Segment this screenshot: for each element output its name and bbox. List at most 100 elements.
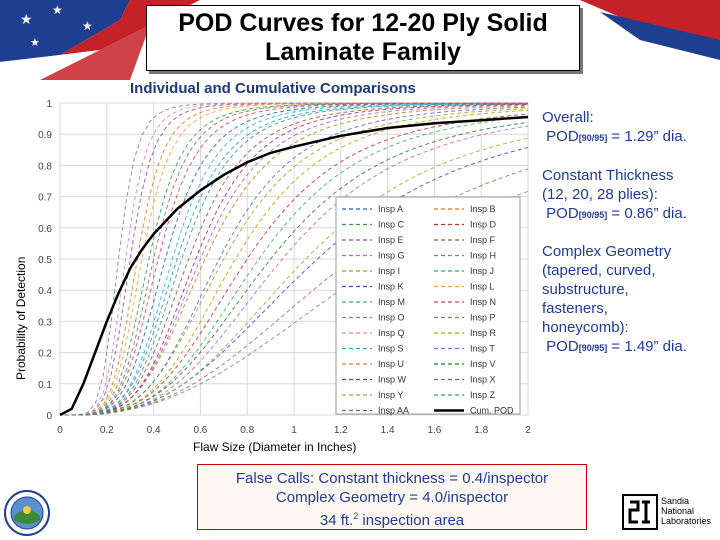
y-tick-label: 0.3	[38, 317, 52, 328]
x-tick-label: 0.2	[100, 425, 114, 436]
legend-box	[335, 196, 521, 415]
series-line-insp-t	[64, 190, 529, 416]
y-tick-label: 0.2	[38, 349, 52, 360]
sandia-logo	[622, 494, 658, 530]
subtitle: Individual and Cumulative Comparisons	[130, 80, 416, 97]
legend-label: Insp P	[470, 313, 496, 323]
legend-label: Insp I	[378, 266, 400, 276]
y-tick-label: 0.4	[38, 286, 52, 297]
complex-line-3: substructure,	[542, 281, 629, 298]
constant-line-2: (12, 20, 28 plies):	[542, 186, 658, 203]
false-calls-line-3: 34 ft.2 inspection area	[319, 511, 465, 529]
x-tick-label: 2	[525, 425, 531, 436]
series-line-insp-y	[64, 137, 529, 416]
legend-label: Insp Z	[470, 390, 496, 400]
x-tick-label: 1	[291, 425, 297, 436]
y-tick-label: 0.7	[38, 193, 52, 204]
overall-pod: POD[90/95] = 1.29” dia.	[546, 128, 687, 145]
complex-line-5: honeycomb):	[542, 319, 629, 336]
series-line-insp-s	[64, 102, 529, 416]
y-tick-label: 0.1	[38, 380, 52, 391]
series	[59, 102, 529, 417]
series-line-insp-i	[64, 108, 529, 416]
svg-text:★: ★	[52, 3, 63, 17]
x-tick-label: 1.4	[381, 425, 395, 436]
complex-line-1: Complex Geometry	[542, 243, 672, 260]
x-ticks: 0 0.2 0.4 0.6 0.8 1 1.2 1.4 1.6 1.8 2	[57, 425, 531, 436]
complex-line-4: fasteners,	[542, 300, 608, 317]
x-tick-label: 1.8	[474, 425, 488, 436]
legend-label: Insp AA	[378, 406, 409, 416]
x-tick-label: 0.8	[240, 425, 254, 436]
series-line-cum-pod	[59, 115, 529, 417]
legend-label: Insp O	[378, 313, 405, 323]
title-line-1: POD Curves for 12-20 Ply Solid	[178, 9, 548, 37]
complex-geometry-annotation: Complex Geometry (tapered, curved, subst…	[542, 242, 687, 358]
false-calls-line-1: False Calls: Constant thickness = 0.4/in…	[235, 470, 549, 487]
legend-label: Insp C	[378, 220, 405, 230]
legend-label: Insp R	[470, 328, 497, 338]
series-line-insp-o	[64, 104, 529, 416]
pod-chart: 0 0.1 0.2 0.3 0.4 0.5 0.6 0.7 0.8 0.9 1 0 0.2 0.4 0.6…	[38, 99, 531, 436]
series-line-insp-c	[64, 102, 528, 416]
svg-text:★: ★	[20, 12, 33, 28]
title-line-2: Laminate Family	[265, 38, 461, 66]
y-tick-label: 0	[46, 411, 52, 422]
legend-label: Insp J	[470, 266, 494, 276]
legend-label: Insp Q	[378, 328, 405, 338]
legend-label: Insp M	[378, 297, 405, 307]
legend-label: Insp Y	[378, 390, 403, 400]
constant-thickness-annotation: Constant Thickness (12, 20, 28 plies): P…	[542, 166, 687, 225]
series-line-insp-d	[64, 113, 529, 416]
false-calls-box: False Calls: Constant thickness = 0.4/in…	[197, 464, 587, 530]
series-line-insp-w	[64, 103, 529, 416]
y-ticks: 0 0.1 0.2 0.3 0.4 0.5 0.6 0.7 0.8 0.9 1	[38, 99, 52, 422]
legend-label: Insp L	[470, 282, 495, 292]
legend-label: Insp G	[378, 251, 405, 261]
complex-pod: POD[90/95] = 1.49” dia.	[546, 338, 687, 355]
legend: Insp A Insp B Insp C Insp D Insp E Insp F Insp…	[335, 196, 521, 416]
legend-label: Insp E	[378, 235, 404, 245]
y-tick-label: 0.8	[38, 161, 52, 172]
legend-label: Insp W	[378, 375, 407, 385]
y-tick-label: 0.6	[38, 224, 52, 235]
x-tick-label: 1.6	[427, 425, 441, 436]
y-tick-label: 0.5	[38, 255, 52, 266]
y-tick-label: 1	[46, 99, 52, 110]
legend-label: Insp U	[378, 359, 404, 369]
series-line-insp-r	[64, 109, 529, 416]
series-line-insp-v	[64, 121, 529, 416]
series-line-insp-z	[64, 103, 529, 416]
legend-label: Insp S	[378, 344, 404, 354]
series-line-insp-q	[64, 102, 528, 416]
constant-pod: POD[90/95] = 0.86” dia.	[546, 205, 687, 222]
legend-label: Insp V	[470, 359, 496, 369]
legend-label: Insp X	[470, 375, 496, 385]
x-tick-label: 0.6	[193, 425, 207, 436]
legend-label: Cum. POD	[470, 406, 514, 416]
series-line-insp-k	[64, 147, 529, 416]
y-tick-label: 0.9	[38, 130, 52, 141]
legend-label: Insp D	[470, 220, 497, 230]
legend-label: Insp N	[470, 297, 496, 307]
legend-label: Insp B	[470, 204, 496, 214]
x-tick-label: 0	[57, 425, 63, 436]
y-axis-label: Probability of Detection	[14, 256, 28, 380]
legend-label: Insp T	[470, 344, 495, 354]
series-line-insp-j	[64, 103, 529, 416]
svg-text:★: ★	[30, 36, 40, 49]
x-tick-label: 1.2	[334, 425, 348, 436]
page-title: POD Curves for 12-20 Ply Solid Laminate …	[146, 5, 580, 71]
series-line-insp-x	[64, 102, 528, 416]
legend-label: Insp K	[378, 282, 404, 292]
overall-annotation: Overall: POD[90/95] = 1.29” dia.	[542, 108, 687, 148]
sandia-wordmark: Sandia National Laboratories	[661, 496, 712, 526]
agency-seal-logo	[4, 490, 50, 536]
legend-label: Insp F	[470, 235, 496, 245]
series-line-insp-f	[64, 103, 528, 416]
constant-line-1: Constant Thickness	[542, 167, 674, 184]
svg-text:★: ★	[82, 19, 93, 33]
legend-label: Insp H	[470, 251, 496, 261]
complex-line-2: (tapered, curved,	[542, 262, 656, 279]
x-tick-label: 0.4	[147, 425, 161, 436]
